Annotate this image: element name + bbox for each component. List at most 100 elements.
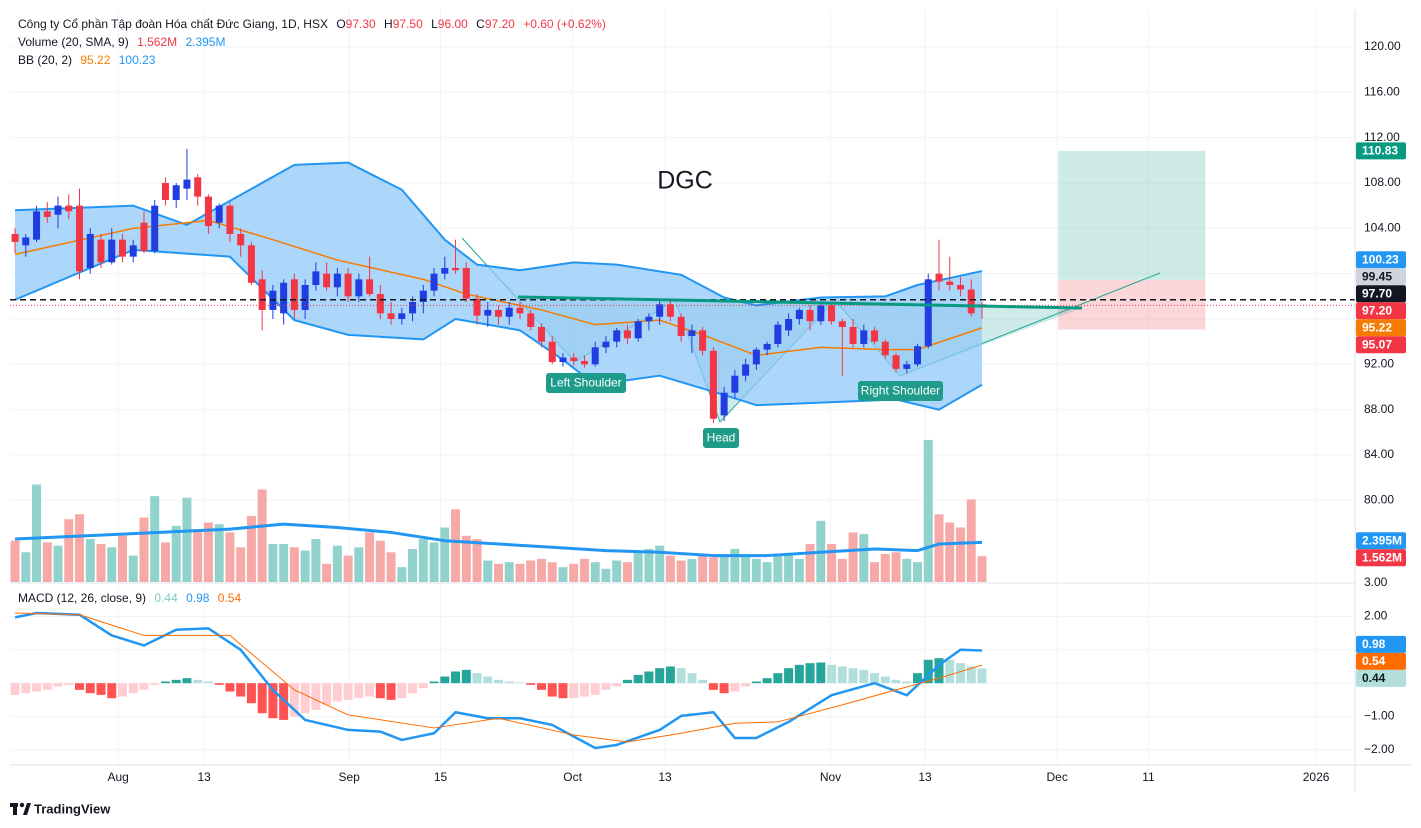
stop-zone: [1058, 279, 1206, 330]
overlay: DGC Left Shoulder Head Right Shoulder Tr…: [10, 10, 1411, 816]
candle-body: [301, 285, 309, 310]
candle-body: [43, 211, 51, 217]
indicator-value: 100.23: [118, 53, 156, 67]
price-tag: [1356, 142, 1406, 160]
macd-histogram-bar: [193, 679, 203, 684]
candle-body: [527, 313, 535, 327]
macd-histogram-bar: [870, 673, 880, 684]
macd-histogram-bar: [612, 683, 622, 687]
macd-histogram-bar: [569, 683, 579, 699]
candle-body: [140, 222, 148, 251]
ohlc-value: 97.50: [392, 17, 423, 31]
candle-body: [33, 211, 41, 240]
macd-histogram-bar: [289, 683, 299, 717]
volume-bar: [655, 545, 665, 582]
candle-body: [247, 245, 255, 283]
candle-body: [677, 316, 685, 337]
x-tick-label: 15: [434, 770, 448, 784]
volume-bar: [322, 563, 332, 582]
x-tick-label: Oct: [563, 770, 582, 784]
candle-body: [172, 185, 180, 200]
volume-bar: [762, 562, 772, 582]
volume-bar: [880, 553, 890, 582]
candle-body: [785, 319, 793, 331]
volume-bar: [64, 519, 74, 582]
candle-body: [570, 357, 578, 361]
candle-body: [838, 321, 846, 327]
volume-bar: [332, 545, 342, 582]
ohlc-value: 96.00: [437, 17, 468, 31]
price-tag-label: 0.54: [1362, 654, 1386, 668]
volume-bar: [730, 548, 740, 582]
volume-bar: [547, 562, 557, 582]
volume-bar: [837, 558, 847, 582]
volume-bar: [708, 557, 718, 582]
macd-histogram-bar: [622, 679, 632, 684]
candle-body: [473, 298, 481, 316]
volume-bar: [955, 527, 965, 582]
candle-body: [226, 205, 234, 234]
volume-bar: [891, 552, 901, 582]
macd-histogram-bar: [934, 658, 944, 684]
volume-bar: [32, 484, 42, 582]
neckline: [517, 295, 1083, 310]
price-tag: [1356, 549, 1406, 567]
macd-histogram-bar: [311, 683, 321, 710]
volume-bar: [536, 558, 546, 582]
candle-body: [817, 305, 825, 322]
macd-histogram-bar: [579, 683, 589, 697]
volume-bar: [794, 558, 804, 582]
x-tick-label: Aug: [108, 770, 129, 784]
volume-legend: Volume (20, SMA, 9) 1.562M 2.395M: [18, 35, 230, 49]
volume-bar: [214, 524, 224, 582]
volume-bar: [408, 548, 418, 582]
price-tag: [1356, 652, 1406, 670]
candle-body: [623, 330, 631, 339]
macd-histogram-bar: [515, 682, 525, 684]
macd-histogram-bar: [644, 671, 654, 684]
macd-histogram-bar: [96, 683, 106, 695]
candle-body: [323, 273, 331, 288]
volume-bar: [579, 558, 589, 582]
ohlc-key: C: [476, 17, 485, 31]
candle-body: [22, 237, 30, 246]
macd-histogram-bar: [784, 668, 794, 684]
brand: TradingView: [34, 801, 111, 816]
candle-body: [914, 346, 922, 365]
candle-body: [76, 205, 84, 272]
header-title: Công ty Cổ phần Tập đoàn Hóa chất Đức Gi…: [18, 17, 328, 31]
volume-bar: [923, 439, 933, 582]
volume-bar: [107, 547, 117, 582]
candle-body: [387, 313, 395, 320]
macd-histogram-bar: [32, 683, 42, 692]
candle-body: [666, 304, 674, 317]
candle-body: [151, 205, 159, 251]
macd-histogram-bar: [225, 683, 235, 692]
signal-line: [15, 612, 983, 743]
macd-histogram-bar: [751, 681, 761, 684]
volume-bar: [257, 489, 267, 582]
macd-histogram-bar: [827, 664, 837, 684]
price-tag: [1356, 251, 1406, 269]
symbol-label: DGC: [657, 167, 713, 195]
candle-body: [731, 375, 739, 393]
candle-body: [430, 273, 438, 291]
candle-body: [86, 233, 94, 269]
macd-histogram-bar: [708, 683, 718, 690]
price-tag-label: 0.44: [1362, 671, 1386, 685]
volume-bar: [827, 544, 837, 582]
x-tick-label: 13: [197, 770, 211, 784]
macd-histogram-bar: [246, 683, 256, 704]
macd-histogram-bar: [139, 683, 149, 690]
volume-bar: [429, 542, 439, 582]
candle-body: [355, 279, 363, 297]
macd-histogram-bar: [913, 673, 923, 684]
macd-histogram-bar: [268, 683, 278, 719]
candle-body: [495, 309, 503, 317]
volume-bar: [440, 527, 450, 582]
macd-histogram-bar: [880, 676, 890, 684]
x-tick-label: 11: [1142, 770, 1155, 784]
ohlc-value: 97.30: [345, 17, 376, 31]
volume-bar: [53, 545, 63, 582]
